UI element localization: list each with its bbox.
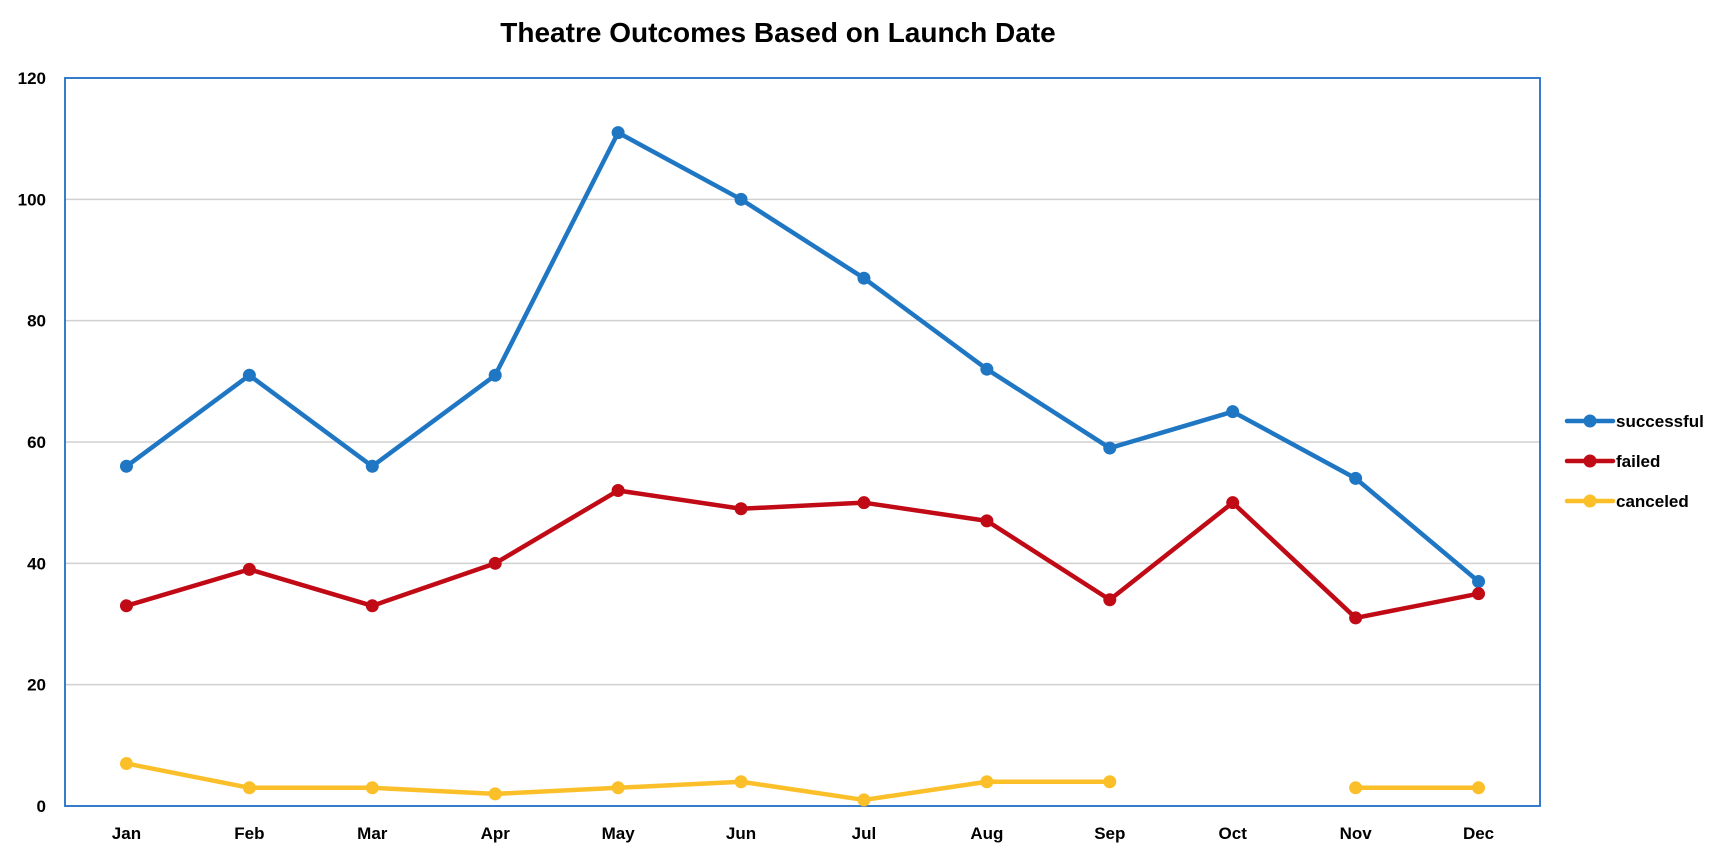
data-point-failed-aug [980, 514, 994, 528]
x-tick-label: May [602, 824, 636, 843]
series-line-successful [124, 130, 1481, 584]
y-axis-tick-labels: 0 20 40 60 80 100 120 [18, 69, 46, 816]
data-point-successful-mar [365, 459, 379, 473]
y-tick-label: 40 [27, 554, 46, 573]
data-point-failed-feb [242, 562, 256, 576]
data-point-successful-jul [857, 271, 871, 285]
data-point-failed-mar [365, 599, 379, 613]
y-tick-label: 20 [27, 676, 46, 695]
x-tick-label: Jan [112, 824, 141, 843]
legend-label: failed [1616, 452, 1660, 471]
x-tick-label: Mar [357, 824, 388, 843]
data-point-failed-apr [488, 556, 502, 570]
data-point-failed-may [611, 484, 625, 498]
legend-item-failed: failed [1564, 452, 1660, 471]
x-tick-label: Apr [481, 824, 511, 843]
legend-item-canceled: canceled [1564, 492, 1689, 511]
x-tick-label: Feb [234, 824, 264, 843]
data-point-failed-jan [119, 599, 133, 613]
series-layer [119, 126, 1486, 807]
data-point-successful-nov [1349, 471, 1363, 485]
x-tick-label: Jul [852, 824, 877, 843]
legend-swatch-marker [1583, 494, 1597, 508]
data-point-failed-oct [1226, 496, 1240, 510]
data-point-failed-dec [1472, 587, 1486, 601]
data-point-successful-jan [119, 459, 133, 473]
x-tick-label: Dec [1463, 824, 1494, 843]
data-point-canceled-dec [1472, 781, 1486, 795]
data-point-successful-apr [488, 368, 502, 382]
y-tick-label: 0 [37, 797, 46, 816]
data-point-failed-nov [1349, 611, 1363, 625]
y-tick-label: 80 [27, 312, 46, 331]
data-point-successful-sep [1103, 441, 1117, 455]
data-point-successful-may [611, 126, 625, 140]
legend-label: successful [1616, 412, 1704, 431]
legend: successful failed canceled [1564, 412, 1704, 511]
data-point-canceled-may [611, 781, 625, 795]
y-tick-label: 60 [27, 433, 46, 452]
data-point-canceled-mar [365, 781, 379, 795]
data-point-canceled-sep [1103, 775, 1117, 789]
data-point-successful-dec [1472, 575, 1486, 589]
x-tick-label: Nov [1340, 824, 1373, 843]
legend-swatch-marker [1583, 454, 1597, 468]
data-point-failed-jun [734, 502, 748, 516]
data-point-failed-sep [1103, 593, 1117, 607]
y-tick-label: 120 [18, 69, 46, 88]
x-tick-label: Sep [1094, 824, 1125, 843]
data-point-canceled-jul [857, 793, 871, 807]
x-tick-label: Aug [970, 824, 1003, 843]
data-point-canceled-nov [1349, 781, 1363, 795]
series-line-failed [124, 488, 1481, 621]
x-tick-label: Oct [1219, 824, 1248, 843]
data-point-canceled-jan [119, 757, 133, 771]
legend-item-successful: successful [1564, 412, 1704, 431]
series-failed [119, 484, 1486, 625]
x-axis-tick-labels: Jan Feb Mar Apr May Jun Jul Aug Sep Oct Nov Dec [112, 824, 1494, 843]
y-tick-label: 100 [18, 190, 46, 209]
legend-swatch-marker [1583, 414, 1597, 428]
data-point-successful-oct [1226, 405, 1240, 419]
data-point-successful-jun [734, 192, 748, 206]
x-tick-label: Jun [726, 824, 756, 843]
data-point-failed-jul [857, 496, 871, 510]
legend-label: canceled [1616, 492, 1689, 511]
plot-area-frame [64, 77, 1541, 807]
data-point-successful-feb [242, 368, 256, 382]
data-point-canceled-jun [734, 775, 748, 789]
series-canceled [119, 757, 1486, 807]
series-successful [119, 126, 1486, 589]
data-point-successful-aug [980, 362, 994, 376]
data-point-canceled-apr [488, 787, 502, 801]
data-point-canceled-aug [980, 775, 994, 789]
chart-title: Theatre Outcomes Based on Launch Date [500, 17, 1055, 48]
data-point-canceled-feb [242, 781, 256, 795]
